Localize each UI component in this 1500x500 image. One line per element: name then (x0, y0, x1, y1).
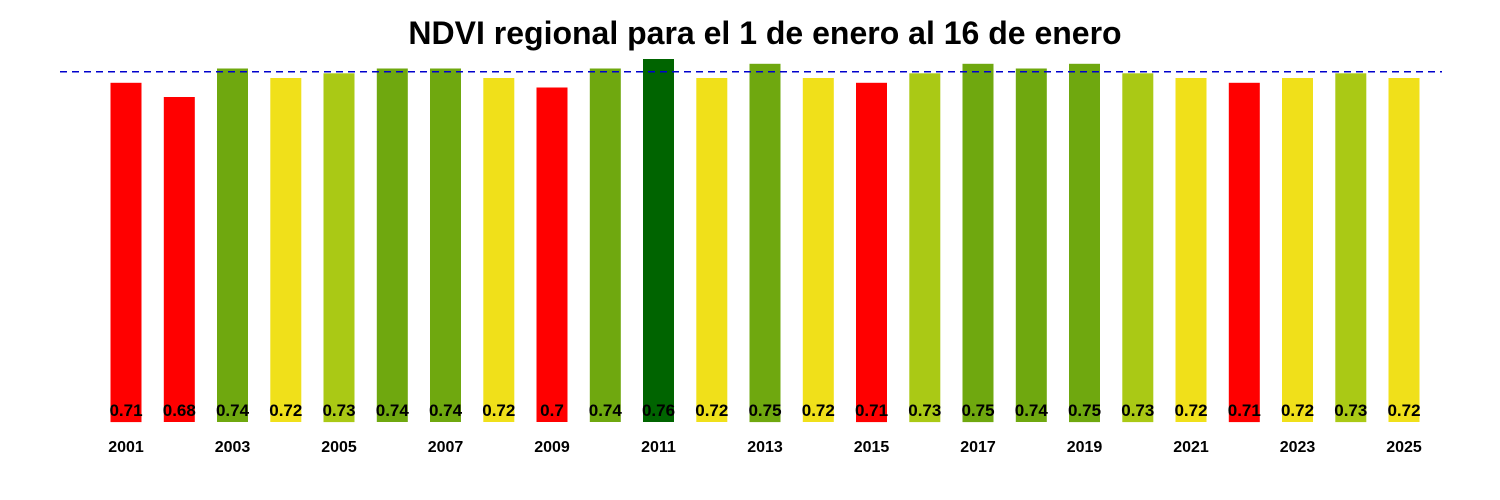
bar-2023 (1282, 78, 1313, 422)
x-tick-2011: 2011 (641, 439, 676, 456)
value-label-2019: 0.75 (1068, 401, 1101, 420)
bar-2002 (163, 97, 195, 422)
x-tick-2013: 2013 (747, 439, 783, 456)
value-label-2003: 0.74 (216, 401, 250, 420)
bar-2020 (1122, 73, 1154, 423)
x-tick-2021: 2021 (1173, 439, 1209, 456)
bar-2017 (962, 63, 994, 423)
value-label-2002: 0.68 (163, 401, 196, 420)
bars-group (110, 59, 1420, 423)
value-label-2018: 0.74 (1015, 401, 1049, 420)
x-tick-2009: 2009 (534, 439, 570, 456)
bar-2003 (217, 68, 248, 422)
bar-2016 (909, 73, 941, 423)
value-label-2017: 0.75 (961, 401, 994, 420)
bar-2010 (589, 68, 621, 422)
x-tick-2007: 2007 (428, 439, 464, 456)
x-tick-2005: 2005 (321, 439, 357, 456)
value-label-2005: 0.73 (322, 401, 355, 420)
value-label-2004: 0.72 (269, 401, 302, 420)
x-tick-2001: 2001 (108, 439, 144, 456)
value-label-2020: 0.73 (1121, 401, 1154, 420)
value-label-2014: 0.72 (802, 401, 835, 420)
x-axis-ticks-group: 2001 2003 2005 2007 2009 2011 2013 2015 2017 2019… (108, 439, 1422, 456)
value-label-2021: 0.72 (1174, 401, 1207, 420)
bar-2013 (749, 63, 781, 423)
value-label-2009: 0.7 (540, 401, 564, 420)
bar-2014 (802, 78, 834, 422)
bar-2006 (376, 68, 408, 422)
bar-2007 (430, 68, 461, 422)
bar-2024 (1335, 73, 1367, 423)
value-label-2016: 0.73 (908, 401, 941, 420)
bar-2019 (1069, 63, 1100, 423)
bar-2001 (110, 82, 142, 423)
value-label-2006: 0.74 (376, 401, 410, 420)
value-label-2008: 0.72 (482, 401, 515, 420)
x-tick-2019: 2019 (1067, 439, 1103, 456)
bar-2011 (643, 59, 674, 422)
value-label-2010: 0.74 (589, 401, 623, 420)
x-tick-2025: 2025 (1386, 439, 1422, 456)
bar-2012 (696, 78, 728, 422)
value-label-2015: 0.71 (855, 401, 888, 420)
bar-2009 (536, 87, 568, 422)
value-labels-group: 0.71 0.68 0.74 0.72 0.73 0.74 0.74 0.72 0.7 0.74 0… (109, 401, 1420, 420)
x-tick-2015: 2015 (854, 439, 890, 456)
value-label-2011: 0.76 (642, 401, 675, 420)
value-label-2025: 0.72 (1387, 401, 1420, 420)
value-label-2023: 0.72 (1281, 401, 1314, 420)
bar-2005 (323, 73, 355, 423)
bar-2008 (483, 78, 515, 422)
bar-2004 (270, 78, 302, 422)
x-tick-2017: 2017 (960, 439, 996, 456)
value-label-2001: 0.71 (109, 401, 142, 420)
value-label-2024: 0.73 (1334, 401, 1367, 420)
bar-2018 (1015, 68, 1047, 422)
chart-title: NDVI regional para el 1 de enero al 16 d… (408, 15, 1121, 51)
bar-2022 (1228, 82, 1260, 423)
value-label-2013: 0.75 (748, 401, 781, 420)
value-label-2007: 0.74 (429, 401, 463, 420)
bar-2021 (1175, 78, 1207, 422)
x-tick-2003: 2003 (215, 439, 251, 456)
x-tick-2023: 2023 (1280, 439, 1316, 456)
value-label-2022: 0.71 (1228, 401, 1261, 420)
value-label-2012: 0.72 (695, 401, 728, 420)
bar-2015 (856, 82, 887, 423)
bar-2025 (1388, 78, 1420, 422)
